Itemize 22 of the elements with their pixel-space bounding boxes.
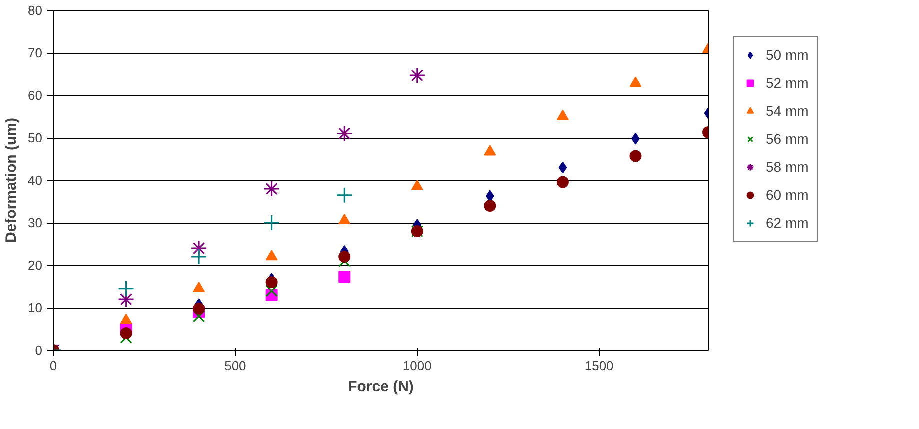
y-tick-label: 70 (28, 46, 43, 60)
legend-label: 52 mm (766, 75, 809, 91)
x-tick-label: 0 (50, 358, 58, 374)
legend-label: 60 mm (766, 187, 809, 203)
y-tick-label: 10 (28, 300, 43, 316)
legend-label: 54 mm (766, 103, 809, 119)
y-tick-label: 60 (28, 88, 43, 103)
y-tick-label: 80 (28, 3, 43, 18)
y-tick-label: 0 (35, 343, 43, 358)
x-tick-label: 500 (224, 358, 246, 374)
legend-label: 56 mm (766, 131, 809, 147)
x-tick-label: 1500 (584, 358, 614, 374)
y-tick-label: 40 (28, 173, 43, 188)
legend-label: 58 mm (766, 159, 809, 175)
x-tick-label: 1000 (402, 358, 432, 374)
y-tick-label: 30 (28, 216, 43, 230)
y-axis-title: Deformation (um) (3, 118, 20, 243)
y-tick-label: 20 (28, 258, 43, 273)
legend-label: 50 mm (766, 47, 809, 63)
x-axis-title: Force (N) (348, 378, 414, 396)
legend-label: 62 mm (766, 215, 809, 231)
y-tick-label: 50 (28, 130, 43, 146)
